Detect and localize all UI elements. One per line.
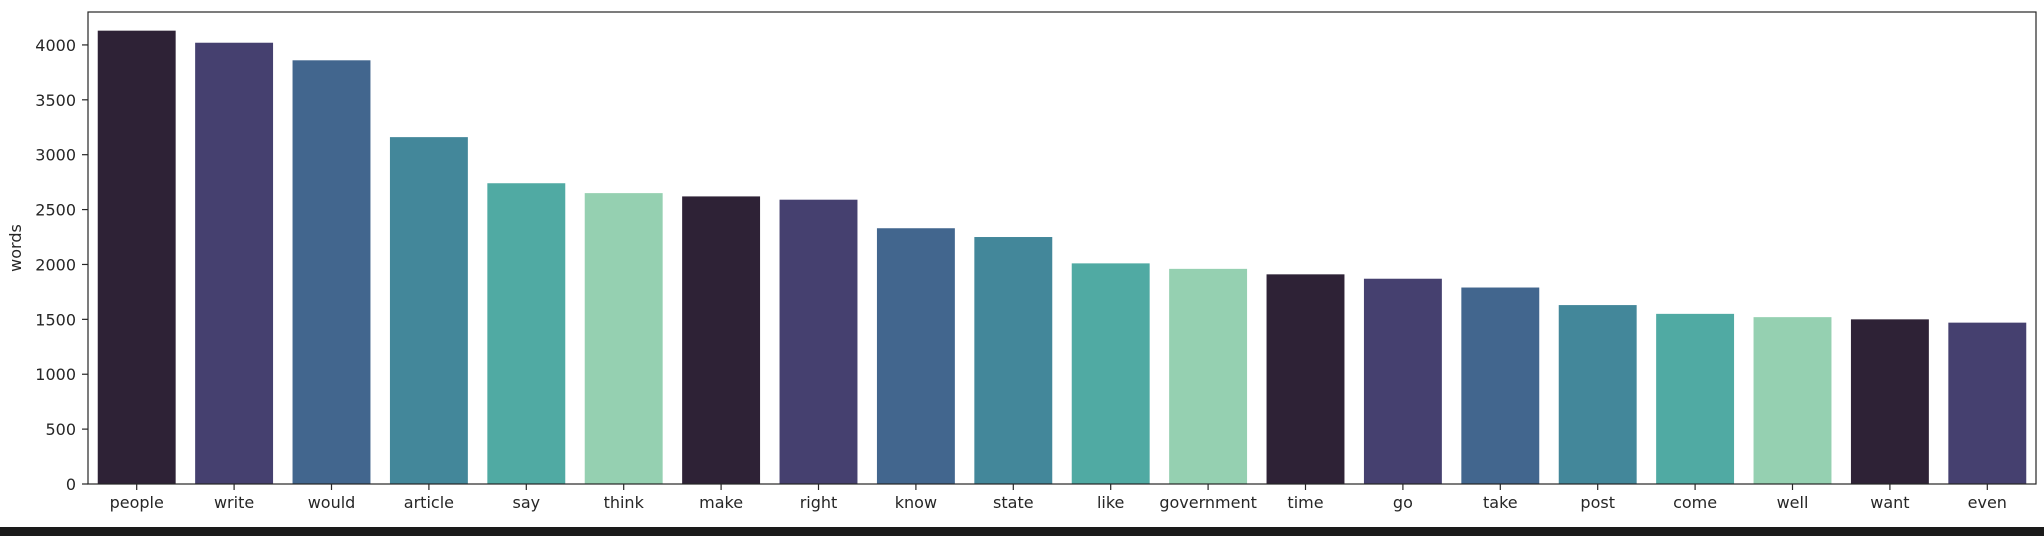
- bar-go: [1363, 278, 1442, 484]
- bottom-border: [0, 527, 2044, 536]
- bar-right: [779, 199, 858, 484]
- y-tick-label: 0: [66, 475, 76, 494]
- x-tick-label: want: [1870, 493, 1909, 512]
- x-tick-label: post: [1580, 493, 1615, 512]
- x-tick-label: like: [1097, 493, 1124, 512]
- y-tick-label: 1000: [35, 365, 76, 384]
- x-tick-label: people: [110, 493, 164, 512]
- bar-make: [682, 196, 761, 484]
- x-tick-label: well: [1777, 493, 1809, 512]
- x-tick-label: government: [1159, 493, 1257, 512]
- bar-want: [1850, 319, 1929, 484]
- bar-come: [1656, 313, 1735, 484]
- bar-know: [876, 228, 955, 484]
- plot-frame: [87, 11, 2037, 485]
- bar-state: [974, 237, 1053, 484]
- bar-even: [1948, 322, 2027, 484]
- x-tick-label: go: [1393, 493, 1413, 512]
- bar-think: [584, 193, 663, 484]
- y-tick-label: 2500: [35, 201, 76, 220]
- x-tick-label: article: [404, 493, 454, 512]
- x-tick-label: state: [993, 493, 1034, 512]
- bar-well: [1753, 317, 1832, 484]
- bar-write: [195, 42, 274, 484]
- x-tick-label: know: [895, 493, 937, 512]
- bar-people: [97, 30, 176, 484]
- bar-article: [389, 137, 468, 484]
- x-tick-label: even: [1968, 493, 2007, 512]
- bar-would: [292, 60, 371, 485]
- x-tick-label: would: [308, 493, 356, 512]
- x-tick-label: write: [214, 493, 254, 512]
- x-tick-label: think: [604, 493, 645, 512]
- y-axis-label: words: [6, 224, 25, 272]
- y-tick-label: 2000: [35, 255, 76, 274]
- y-tick-label: 3500: [35, 91, 76, 110]
- x-tick-label: make: [699, 493, 743, 512]
- y-tick-label: 3000: [35, 146, 76, 165]
- bar-say: [487, 183, 566, 485]
- x-tick-label: come: [1673, 493, 1717, 512]
- x-tick-label: take: [1483, 493, 1518, 512]
- y-tick-label: 500: [45, 420, 76, 439]
- y-tick-label: 4000: [35, 36, 76, 55]
- bar-post: [1558, 305, 1637, 484]
- x-tick-label: say: [512, 493, 540, 512]
- y-tick-label: 1500: [35, 310, 76, 329]
- bar-time: [1266, 274, 1345, 484]
- x-tick-label: right: [800, 493, 838, 512]
- bar-government: [1169, 268, 1248, 484]
- plot-area: people write would article say think make right…: [35, 11, 2037, 512]
- x-tick-label: time: [1287, 493, 1323, 512]
- bar-take: [1461, 287, 1540, 484]
- bar-like: [1071, 263, 1150, 484]
